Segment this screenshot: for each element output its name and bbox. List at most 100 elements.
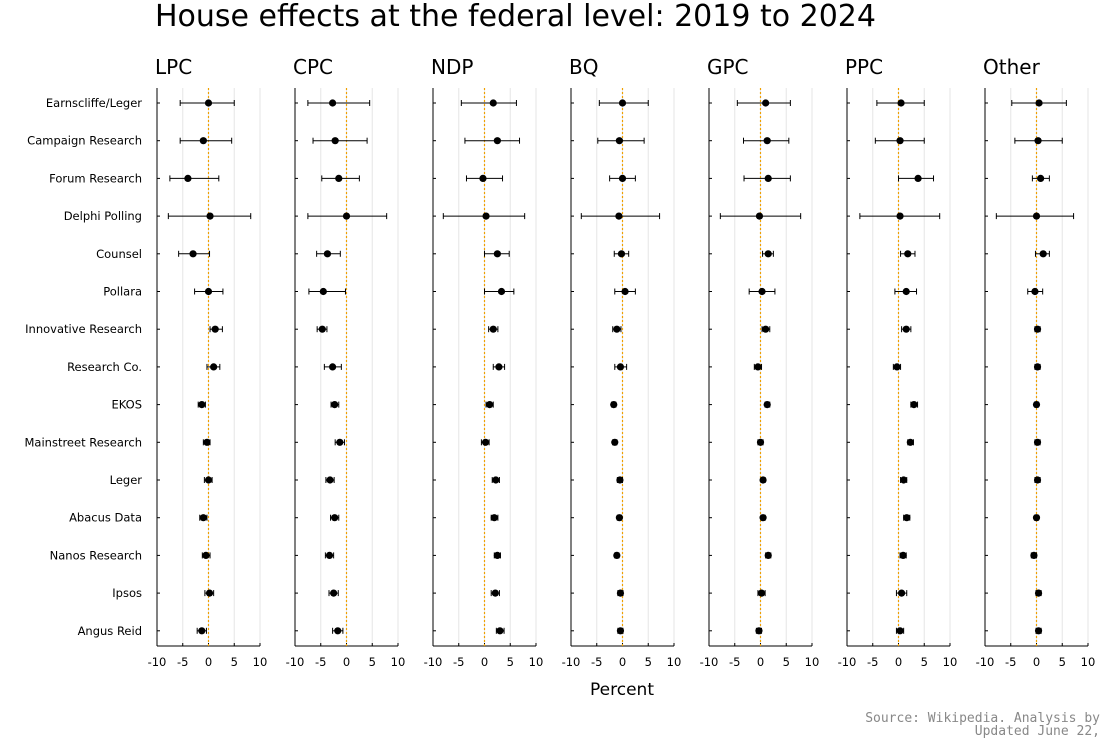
data-point: [1030, 551, 1038, 560]
data-point: [189, 250, 197, 258]
data-point: [491, 589, 499, 597]
x-tick-label: 5: [921, 655, 928, 669]
pollster-label: Nanos Research: [50, 548, 142, 562]
pollster-label: Leger: [110, 473, 143, 487]
data-point: [1033, 438, 1042, 446]
data-point: [323, 250, 332, 258]
data-point: [615, 212, 623, 220]
data-point: [621, 287, 629, 296]
x-tick-label: -5: [315, 655, 326, 669]
data-point: [496, 627, 504, 635]
data-point: [618, 174, 627, 182]
pollster-label: Pollara: [103, 285, 142, 299]
pollster-label: Abacus Data: [69, 511, 142, 525]
panel-lpc: -10 -5 0 5 10 LPC: [148, 55, 268, 669]
data-point: [756, 438, 765, 446]
data-point: [319, 287, 327, 296]
data-point: [481, 438, 490, 446]
data-point: [759, 476, 767, 484]
x-tick-label: 10: [805, 655, 820, 669]
data-point: [616, 363, 625, 371]
data-point: [1032, 401, 1041, 409]
data-point: [203, 438, 211, 446]
data-point: [1037, 174, 1045, 182]
panel-title: PPC: [845, 55, 883, 79]
data-point: [198, 627, 206, 635]
data-point: [328, 99, 337, 107]
data-point: [618, 99, 627, 107]
data-point: [1031, 287, 1039, 296]
data-point: [497, 287, 506, 296]
data-point: [492, 476, 500, 484]
x-tick-label: 5: [1059, 655, 1066, 669]
data-point: [211, 325, 219, 333]
x-tick-label: 10: [943, 655, 958, 669]
data-point: [1034, 589, 1043, 597]
data-point: [1039, 250, 1047, 258]
data-point: [202, 551, 210, 560]
data-point: [763, 401, 771, 409]
x-tick-label: -5: [453, 655, 464, 669]
x-tick-label: 10: [253, 655, 268, 669]
x-tick-label: -10: [562, 655, 581, 669]
data-point: [204, 99, 213, 107]
x-tick-label: -5: [729, 655, 740, 669]
data-point: [1032, 514, 1041, 522]
data-point: [613, 551, 621, 560]
panel-gpc: -10 -5 0 5 10 GPC: [700, 55, 820, 669]
data-point: [1033, 363, 1042, 371]
data-point: [1033, 325, 1042, 333]
panel-title: NDP: [431, 55, 473, 79]
data-point: [764, 174, 772, 182]
x-tick-label: 5: [231, 655, 238, 669]
pollster-label: Ipsos: [112, 586, 142, 600]
data-point: [326, 476, 334, 484]
x-tick-label: 5: [783, 655, 790, 669]
data-point: [906, 438, 914, 446]
data-point: [914, 174, 922, 182]
data-point: [764, 551, 772, 560]
x-tick-label: -5: [1005, 655, 1016, 669]
x-tick-label: 0: [481, 655, 488, 669]
data-point: [210, 363, 218, 371]
data-point: [897, 99, 905, 107]
data-point: [199, 137, 207, 145]
data-point: [325, 551, 334, 560]
data-point: [617, 250, 626, 258]
data-point: [1033, 476, 1042, 484]
data-point: [611, 438, 619, 446]
data-point: [330, 589, 338, 597]
data-point: [893, 363, 901, 371]
x-tick-label: 5: [507, 655, 514, 669]
x-tick-label: 0: [619, 655, 626, 669]
data-point: [206, 212, 214, 220]
data-point: [899, 551, 907, 560]
data-point: [897, 589, 906, 597]
x-tick-label: 0: [205, 655, 212, 669]
x-tick-label: 0: [1033, 655, 1040, 669]
data-point: [495, 363, 503, 371]
data-point: [1034, 627, 1043, 635]
data-point: [762, 325, 770, 333]
data-point: [759, 514, 767, 522]
data-point: [486, 401, 494, 409]
data-point: [479, 174, 487, 182]
panel-other: -10 -5 0 5 10 Other: [976, 55, 1096, 669]
x-tick-label: -10: [424, 655, 443, 669]
data-point: [613, 325, 621, 333]
panel-title: Other: [983, 55, 1041, 79]
pollster-label: Research Co.: [67, 360, 142, 374]
data-point: [910, 401, 918, 409]
data-point: [902, 287, 910, 296]
data-point: [616, 627, 625, 635]
data-point: [754, 363, 762, 371]
data-point: [903, 514, 911, 522]
pollster-label: EKOS: [111, 398, 142, 412]
data-point: [489, 99, 497, 107]
source-line-1: Source: Wikipedia. Analysis by: [865, 711, 1100, 726]
pollster-labels: Earnscliffe/Leger Campaign Research Forum …: [25, 96, 143, 638]
data-point: [331, 401, 339, 409]
data-point: [490, 514, 498, 522]
pollster-label: Earnscliffe/Leger: [46, 96, 142, 110]
